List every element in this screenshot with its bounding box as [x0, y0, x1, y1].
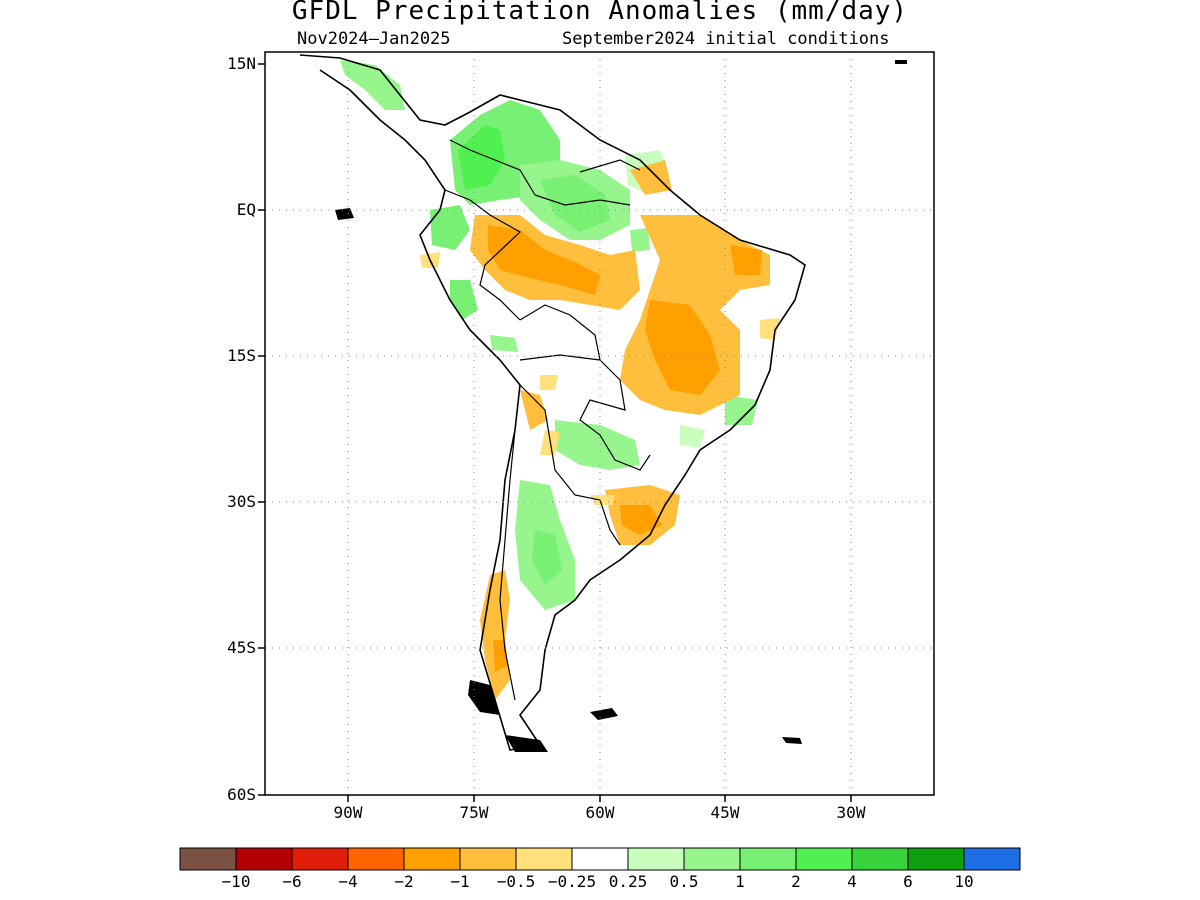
colorbar-label: 6	[903, 872, 913, 891]
grid-lines	[265, 52, 934, 795]
initial-conditions-label: September2024 initial conditions	[562, 29, 890, 49]
lon-label-30w: 30W	[836, 803, 866, 822]
colorbar-label: 0.25	[608, 872, 648, 891]
colorbar-swatch	[515, 847, 573, 871]
colorbar-swatch	[795, 847, 853, 871]
coastlines-and-borders	[299, 54, 806, 751]
lon-label-45w: 45W	[710, 803, 740, 822]
colorbar-swatch	[627, 847, 685, 871]
lat-label-eq: EQ	[236, 200, 256, 219]
colorbar-swatch	[739, 847, 797, 871]
colorbar-swatch	[907, 847, 965, 871]
lat-label-60s: 60S	[227, 785, 256, 804]
colorbar-swatch	[571, 847, 629, 871]
map-title: GFDL Precipitation Anomalies (mm/day)	[291, 0, 909, 26]
axis-ticks	[258, 63, 852, 802]
colorbar-swatch	[683, 847, 741, 871]
lat-label-45s: 45S	[227, 638, 256, 657]
colorbar-swatch	[403, 847, 461, 871]
colorbar-swatch	[179, 847, 237, 871]
colorbar-label: −10	[221, 872, 251, 891]
colorbar-label: 10	[954, 872, 974, 891]
map-frame	[264, 51, 935, 796]
colorbar-label: 0.5	[669, 872, 699, 891]
colorbar-swatch	[347, 847, 405, 871]
colorbar-label: −0.5	[496, 872, 536, 891]
colorbar-label: −0.25	[547, 872, 597, 891]
lat-label-30s: 30S	[227, 492, 256, 511]
forecast-period: Nov2024—Jan2025	[297, 29, 451, 49]
colorbar-label: 4	[847, 872, 857, 891]
colorbar-label: 1	[735, 872, 745, 891]
colorbar	[179, 847, 1021, 871]
colorbar-label: −4	[338, 872, 358, 891]
lat-label-15s: 15S	[227, 346, 256, 365]
colorbar-swatch	[235, 847, 293, 871]
lon-label-75w: 75W	[459, 803, 489, 822]
colorbar-label: 2	[791, 872, 801, 891]
colorbar-swatch	[291, 847, 349, 871]
colorbar-label: −6	[282, 872, 302, 891]
lon-label-60w: 60W	[585, 803, 615, 822]
islands	[335, 60, 907, 752]
lat-label-15n: 15N	[227, 54, 256, 73]
colorbar-swatch	[459, 847, 517, 871]
colorbar-label: −1	[450, 872, 470, 891]
colorbar-label: −2	[394, 872, 414, 891]
lon-label-90w: 90W	[333, 803, 363, 822]
colorbar-swatch	[851, 847, 909, 871]
colorbar-swatch	[963, 847, 1021, 871]
